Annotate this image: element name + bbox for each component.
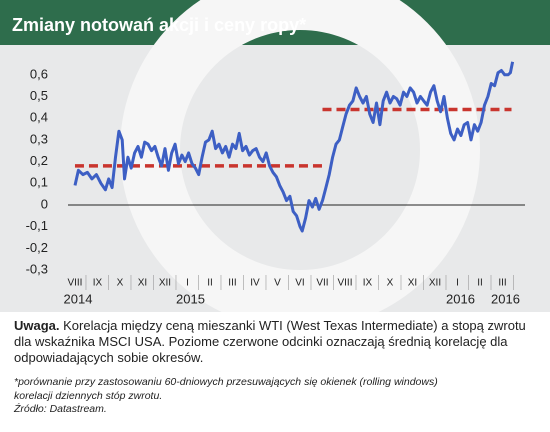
chart: Zmiany notowań akcji i ceny ropy* 0,6 0,5… <box>0 0 550 312</box>
x-tick-label: II <box>477 278 483 289</box>
x-tick-label: XI <box>408 278 417 289</box>
x-tick-label: I <box>456 278 459 289</box>
x-tick-label: VII <box>316 278 328 289</box>
series-line <box>73 61 515 233</box>
year-label: 2016 <box>491 291 520 306</box>
note: Uwaga. Korelacja między ceną mieszanki W… <box>14 318 536 366</box>
y-tick-label: -0,3 <box>26 261 48 276</box>
x-tick-label: I <box>186 278 189 289</box>
y-tick-label: 0,6 <box>30 66 48 81</box>
y-tick-label: 0 <box>41 196 48 211</box>
footnote: korelacji dziennych stóp zwrotu. <box>14 389 163 402</box>
year-label: 2016 <box>446 291 475 306</box>
x-tick-label: VI <box>295 278 304 289</box>
footnote: *porównanie przy zastosowaniu 60-dniowyc… <box>14 376 438 388</box>
x-tick-label: VIII <box>337 278 352 289</box>
x-tick-label: X <box>387 278 394 289</box>
y-tick-label: 0,3 <box>30 131 48 146</box>
footnotes: *porównanie przy zastosowaniu 60-dniowyc… <box>14 376 536 417</box>
note-label: Uwaga. <box>14 318 60 333</box>
x-tick-label: IX <box>363 278 373 289</box>
x-tick-label: II <box>207 278 213 289</box>
x-tick-label: IV <box>250 278 260 289</box>
x-tick-label: X <box>117 278 124 289</box>
year-label: 2015 <box>176 291 205 306</box>
y-tick-label: -0,2 <box>26 240 48 255</box>
y-tick-label: 0,5 <box>30 88 48 103</box>
y-tick-label: 0,4 <box>30 110 48 125</box>
year-label: 2014 <box>64 291 93 306</box>
x-tick-label: XII <box>429 278 441 289</box>
y-tick-label: 0,2 <box>30 153 48 168</box>
x-tick-label: V <box>274 278 281 289</box>
x-tick-label: IX <box>93 278 103 289</box>
x-tick-label: XII <box>159 278 171 289</box>
y-tick-label: 0,1 <box>30 175 48 190</box>
x-tick-label: VIII <box>67 278 82 289</box>
footnote: Źródło: Datastream. <box>14 403 107 415</box>
x-tick-label: III <box>498 278 506 289</box>
x-tick-label: III <box>228 278 236 289</box>
chart-title: Zmiany notowań akcji i ceny ropy* <box>12 15 306 35</box>
note-text: Korelacja między ceną mieszanki WTI (Wes… <box>14 318 526 365</box>
y-tick-label: -0,1 <box>26 218 48 233</box>
x-tick-label: XI <box>138 278 147 289</box>
